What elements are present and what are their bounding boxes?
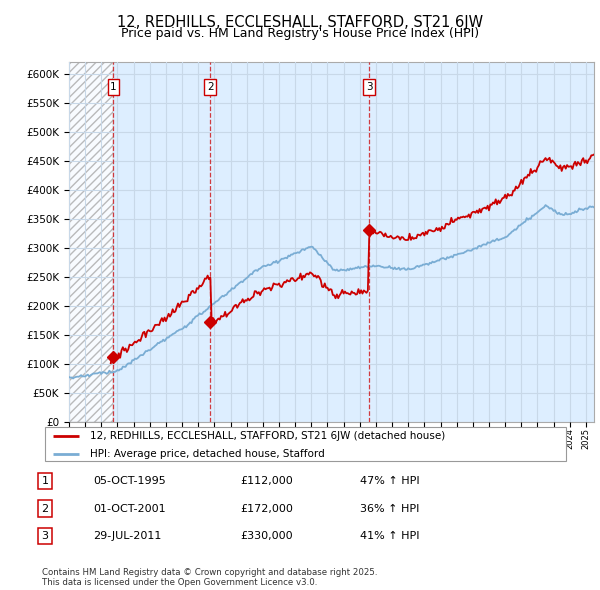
Text: 29-JUL-2011: 29-JUL-2011 [93, 532, 161, 541]
Text: 05-OCT-1995: 05-OCT-1995 [93, 476, 166, 486]
Text: 12, REDHILLS, ECCLESHALL, STAFFORD, ST21 6JW: 12, REDHILLS, ECCLESHALL, STAFFORD, ST21… [117, 15, 483, 30]
Text: Contains HM Land Registry data © Crown copyright and database right 2025.
This d: Contains HM Land Registry data © Crown c… [42, 568, 377, 587]
Text: 3: 3 [366, 82, 373, 92]
Text: 12, REDHILLS, ECCLESHALL, STAFFORD, ST21 6JW (detached house): 12, REDHILLS, ECCLESHALL, STAFFORD, ST21… [89, 431, 445, 441]
Text: 3: 3 [41, 532, 49, 541]
Text: £112,000: £112,000 [240, 476, 293, 486]
Text: £172,000: £172,000 [240, 504, 293, 513]
Text: 1: 1 [110, 82, 117, 92]
FancyBboxPatch shape [44, 427, 566, 461]
Text: 47% ↑ HPI: 47% ↑ HPI [360, 476, 419, 486]
Text: 01-OCT-2001: 01-OCT-2001 [93, 504, 166, 513]
Text: Price paid vs. HM Land Registry's House Price Index (HPI): Price paid vs. HM Land Registry's House … [121, 27, 479, 40]
Text: 2: 2 [207, 82, 214, 92]
Text: £330,000: £330,000 [240, 532, 293, 541]
Text: 36% ↑ HPI: 36% ↑ HPI [360, 504, 419, 513]
Text: 2: 2 [41, 504, 49, 513]
Text: 41% ↑ HPI: 41% ↑ HPI [360, 532, 419, 541]
Text: 1: 1 [41, 476, 49, 486]
Text: HPI: Average price, detached house, Stafford: HPI: Average price, detached house, Staf… [89, 448, 324, 458]
